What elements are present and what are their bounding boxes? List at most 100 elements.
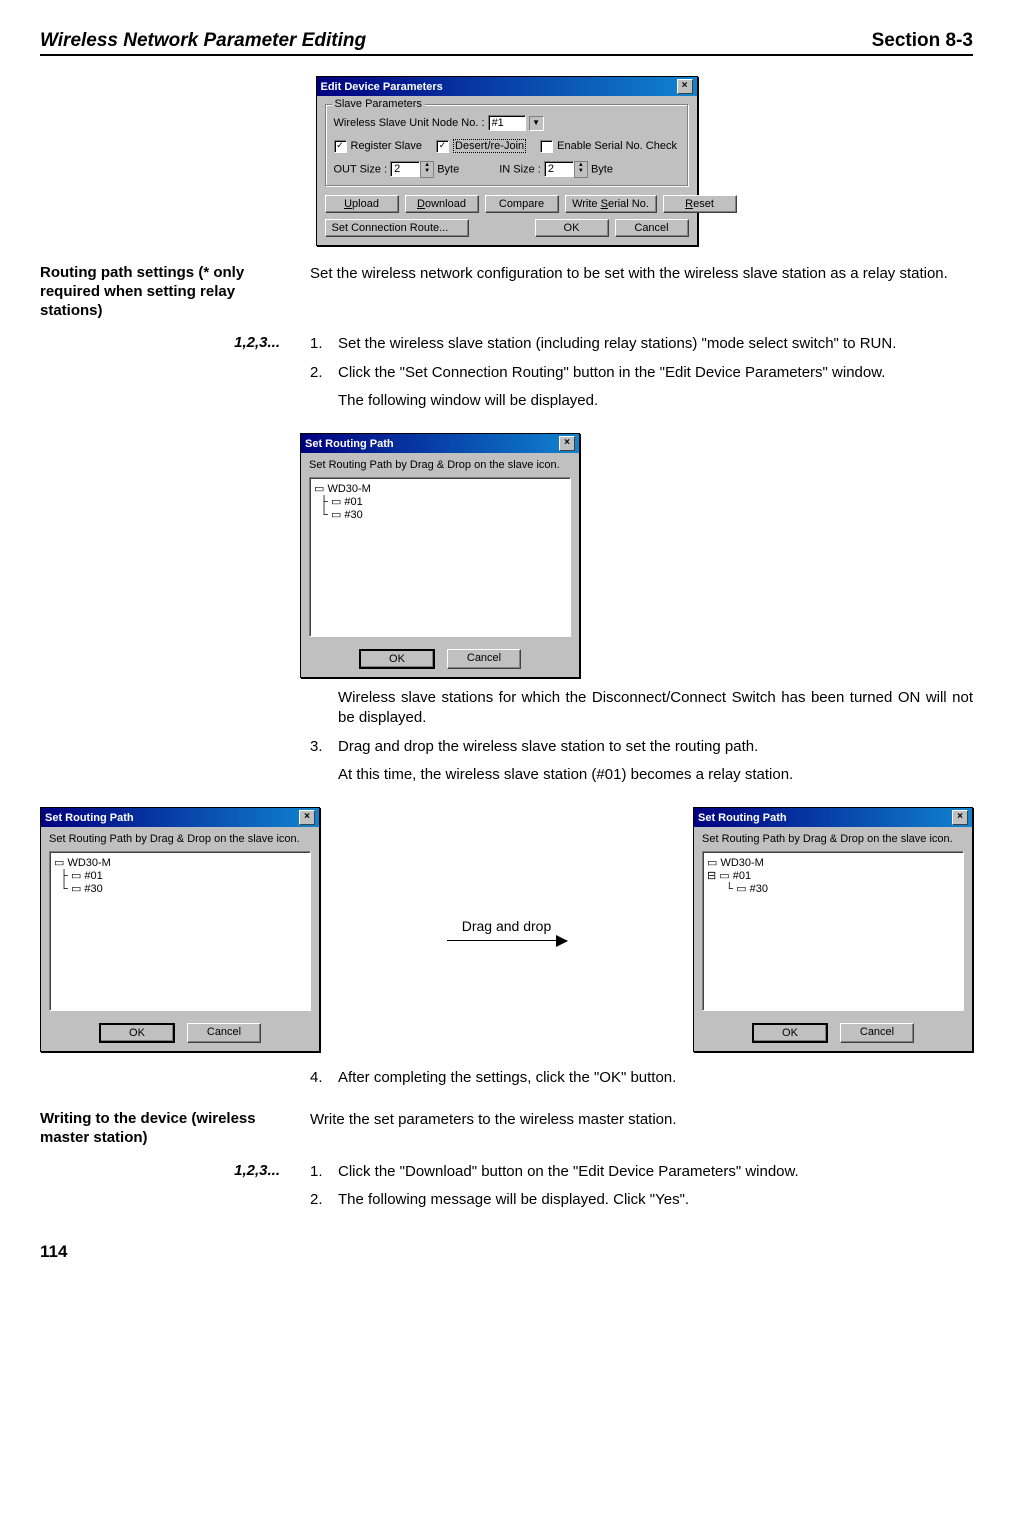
tree-node[interactable]: #01 — [733, 870, 751, 882]
routing-intro: Set the wireless network configuration t… — [310, 264, 973, 320]
cancel-button[interactable]: Cancel — [187, 1023, 261, 1043]
node-no-label: Wireless Slave Unit Node No. : — [334, 117, 485, 129]
header-section: Section 8-3 — [872, 30, 973, 52]
routing-dialog-before: Set Routing Path × Set Routing Path by D… — [40, 807, 320, 1052]
step-num: 1. — [310, 334, 338, 354]
tree-node[interactable]: #01 — [344, 496, 362, 508]
dialog-title: Set Routing Path — [698, 812, 787, 824]
steps-label: 1,2,3... — [40, 334, 300, 353]
writing-side-title: Writing to the device (wireless master s… — [40, 1110, 310, 1148]
close-icon[interactable]: × — [559, 436, 575, 451]
step-text: Set the wireless slave station (includin… — [338, 334, 973, 354]
drag-drop-figure: Set Routing Path × Set Routing Path by D… — [40, 807, 973, 1052]
close-icon[interactable]: × — [952, 810, 968, 825]
step2-2: 2. The following message will be display… — [310, 1190, 973, 1210]
step2-1: 1. Click the "Download" button on the "E… — [310, 1162, 973, 1182]
step-num: 4. — [310, 1068, 338, 1088]
page-number: 114 — [40, 1242, 973, 1262]
dialog-titlebar: Set Routing Path × — [41, 808, 319, 827]
arrow-icon — [447, 940, 567, 941]
dialog-titlebar: Edit Device Parameters × — [317, 77, 697, 96]
step-text: Drag and drop the wireless slave station… — [338, 737, 973, 757]
ok-button[interactable]: OK — [535, 219, 609, 237]
register-slave-checkbox[interactable]: ✓Register Slave — [334, 140, 423, 153]
step-3-note: At this time, the wireless slave station… — [338, 765, 973, 785]
tree-node[interactable]: #30 — [84, 883, 102, 895]
out-size-label: OUT Size : — [334, 163, 388, 175]
set-connection-route-button[interactable]: Set Connection Route... — [325, 219, 469, 237]
enable-serial-checkbox[interactable]: Enable Serial No. Check — [540, 140, 677, 153]
step-text: Click the "Download" button on the "Edit… — [338, 1162, 973, 1182]
routing-dialog-after: Set Routing Path × Set Routing Path by D… — [693, 807, 973, 1052]
drag-label: Drag and drop — [447, 918, 567, 934]
routing-instruction: Set Routing Path by Drag & Drop on the s… — [301, 453, 579, 471]
tree-node[interactable]: #30 — [344, 509, 362, 521]
post-dialog-text: Wireless slave stations for which the Di… — [40, 688, 973, 793]
write-serial-button[interactable]: Write Serial No. — [565, 195, 657, 213]
step-text: After completing the settings, click the… — [338, 1068, 973, 1088]
routing-tree[interactable]: ▭ WD30-M ⊟ ▭ #01 └ ▭ #30 — [702, 851, 964, 1011]
cancel-button[interactable]: Cancel — [840, 1023, 914, 1043]
out-size-input[interactable]: 2 — [390, 161, 420, 177]
close-icon[interactable]: × — [677, 79, 693, 94]
step-num: 3. — [310, 737, 338, 757]
routing-instruction: Set Routing Path by Drag & Drop on the s… — [41, 827, 319, 845]
cancel-button[interactable]: Cancel — [447, 649, 521, 669]
ok-button[interactable]: OK — [359, 649, 435, 669]
out-size-unit: Byte — [437, 163, 459, 175]
tree-root: WD30-M — [67, 857, 110, 869]
routing-dialog: Set Routing Path × Set Routing Path by D… — [300, 433, 580, 678]
header-title: Wireless Network Parameter Editing — [40, 30, 366, 52]
dialog-title: Set Routing Path — [305, 438, 394, 450]
dialog-titlebar: Set Routing Path × — [694, 808, 972, 827]
figure-routing-1: Set Routing Path × Set Routing Path by D… — [300, 433, 973, 678]
in-size-input[interactable]: 2 — [544, 161, 574, 177]
step-num: 2. — [310, 363, 338, 383]
spinner-icon[interactable]: ▲▼ — [420, 161, 434, 178]
tree-node[interactable]: #30 — [750, 883, 768, 895]
steps-row-2: 1,2,3... 1. Click the "Download" button … — [40, 1162, 973, 1219]
compare-button[interactable]: Compare — [485, 195, 559, 213]
ok-button[interactable]: OK — [752, 1023, 828, 1043]
slave-params-group: Slave Parameters Wireless Slave Unit Nod… — [325, 104, 689, 187]
step-2: 2. Click the "Set Connection Routing" bu… — [310, 363, 973, 383]
step-num: 2. — [310, 1190, 338, 1210]
step-text: Click the "Set Connection Routing" butto… — [338, 363, 973, 383]
in-size-unit: Byte — [591, 163, 613, 175]
step-num: 1. — [310, 1162, 338, 1182]
drag-label-block: Drag and drop — [447, 918, 567, 941]
step-4: 4. After completing the settings, click … — [310, 1068, 973, 1088]
page-header: Wireless Network Parameter Editing Secti… — [40, 30, 973, 56]
steps-label: 1,2,3... — [40, 1162, 300, 1181]
ok-button[interactable]: OK — [99, 1023, 175, 1043]
register-slave-label: Register Slave — [351, 140, 423, 152]
step-text: The following message will be displayed.… — [338, 1190, 973, 1210]
spinner-icon[interactable]: ▲▼ — [574, 161, 588, 178]
node-no-select[interactable]: #1 — [488, 115, 526, 131]
close-icon[interactable]: × — [299, 810, 315, 825]
routing-tree[interactable]: ▭ WD30-M ├ ▭ #01 └ ▭ #30 — [309, 477, 571, 637]
step-4-row: 4. After completing the settings, click … — [40, 1068, 973, 1096]
step-1: 1. Set the wireless slave station (inclu… — [310, 334, 973, 354]
in-size-label: IN Size : — [499, 163, 541, 175]
tree-node[interactable]: #01 — [84, 870, 102, 882]
upload-button[interactable]: Upload — [325, 195, 399, 213]
cancel-button[interactable]: Cancel — [615, 219, 689, 237]
steps-row-1: 1,2,3... 1. Set the wireless slave stati… — [40, 334, 973, 419]
group-legend: Slave Parameters — [332, 98, 425, 110]
routing-tree[interactable]: ▭ WD30-M ├ ▭ #01 └ ▭ #30 — [49, 851, 311, 1011]
routing-instruction: Set Routing Path by Drag & Drop on the s… — [694, 827, 972, 845]
edit-device-dialog: Edit Device Parameters × Slave Parameter… — [316, 76, 698, 246]
desert-rejoin-checkbox[interactable]: ✓Desert/re-Join — [436, 139, 526, 153]
routing-section: Routing path settings (* only required w… — [40, 264, 973, 320]
step-2-note: The following window will be displayed. — [338, 391, 973, 411]
reset-button[interactable]: Reset — [663, 195, 737, 213]
tree-root: WD30-M — [327, 483, 370, 495]
dialog-title: Edit Device Parameters — [321, 81, 443, 93]
figure-edit-device-params: Edit Device Parameters × Slave Parameter… — [40, 76, 973, 246]
download-button[interactable]: Download — [405, 195, 479, 213]
enable-serial-label: Enable Serial No. Check — [557, 140, 677, 152]
routing-side-title: Routing path settings (* only required w… — [40, 264, 310, 320]
dropdown-icon[interactable]: ▼ — [529, 116, 544, 131]
writing-intro: Write the set parameters to the wireless… — [310, 1110, 973, 1148]
